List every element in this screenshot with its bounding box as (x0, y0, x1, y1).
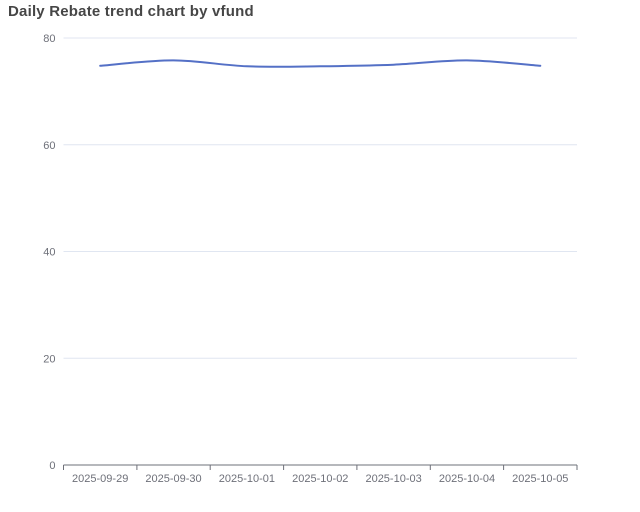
x-axis-tick-label: 2025-10-03 (365, 473, 421, 485)
y-axis-tick-label: 60 (43, 140, 55, 152)
y-axis-tick-label: 40 (43, 247, 55, 259)
x-axis-tick-label: 2025-09-29 (72, 473, 128, 485)
trend-line (99, 59, 542, 68)
chart-title: Daily Rebate trend chart by vfund (8, 3, 254, 20)
y-axis-tick-label: 80 (43, 33, 55, 45)
x-axis-tick-label: 2025-10-05 (512, 473, 568, 485)
x-axis-tick-label: 2025-10-01 (219, 473, 275, 485)
x-axis-tick-label: 2025-10-02 (292, 473, 348, 485)
y-axis-tick-label: 0 (49, 460, 55, 472)
y-axis-tick-label: 20 (43, 353, 55, 365)
x-axis-tick-label: 2025-10-04 (439, 473, 495, 485)
x-axis-tick-label: 2025-09-30 (145, 473, 201, 485)
